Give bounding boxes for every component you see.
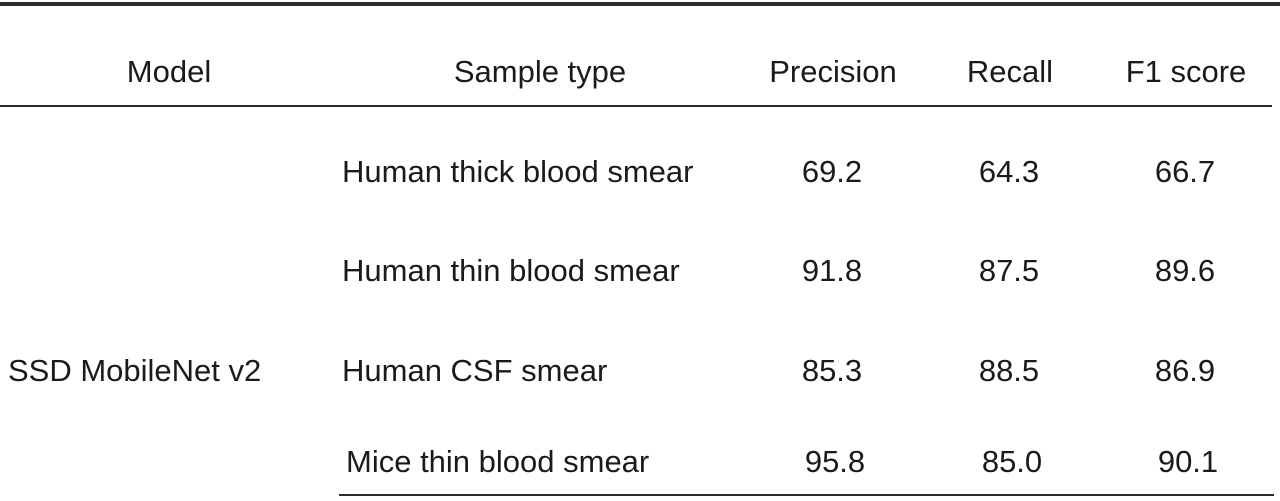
header-f1-score: F1 score: [1125, 54, 1247, 89]
recall-cell: 87.5: [978, 253, 1040, 288]
f1-score-cell: 90.1: [1157, 444, 1219, 479]
recall-cell: 64.3: [978, 154, 1040, 189]
sample-type-cell: Human thin blood smear: [342, 253, 680, 288]
recall-cell: 88.5: [978, 353, 1040, 388]
header-model: Model: [126, 54, 212, 89]
sample-type-cell: Human CSF smear: [342, 353, 608, 388]
f1-score-cell: 89.6: [1154, 253, 1216, 288]
sample-type-cell: Mice thin blood smear: [346, 444, 650, 479]
top-rule: [0, 2, 1280, 6]
precision-cell: 85.3: [801, 353, 863, 388]
precision-cell: 95.8: [804, 444, 866, 479]
bottom-rule: [339, 494, 1274, 496]
model-name-cell: SSD MobileNet v2: [8, 353, 262, 388]
header-sample-type: Sample type: [453, 54, 627, 89]
header-precision: Precision: [769, 54, 897, 89]
header-rule: [0, 105, 1272, 107]
f1-score-cell: 86.9: [1154, 353, 1216, 388]
header-recall: Recall: [966, 54, 1054, 89]
precision-cell: 91.8: [801, 253, 863, 288]
precision-cell: 69.2: [801, 154, 863, 189]
sample-type-cell: Human thick blood smear: [342, 154, 694, 189]
recall-cell: 85.0: [981, 444, 1043, 479]
f1-score-cell: 66.7: [1154, 154, 1216, 189]
